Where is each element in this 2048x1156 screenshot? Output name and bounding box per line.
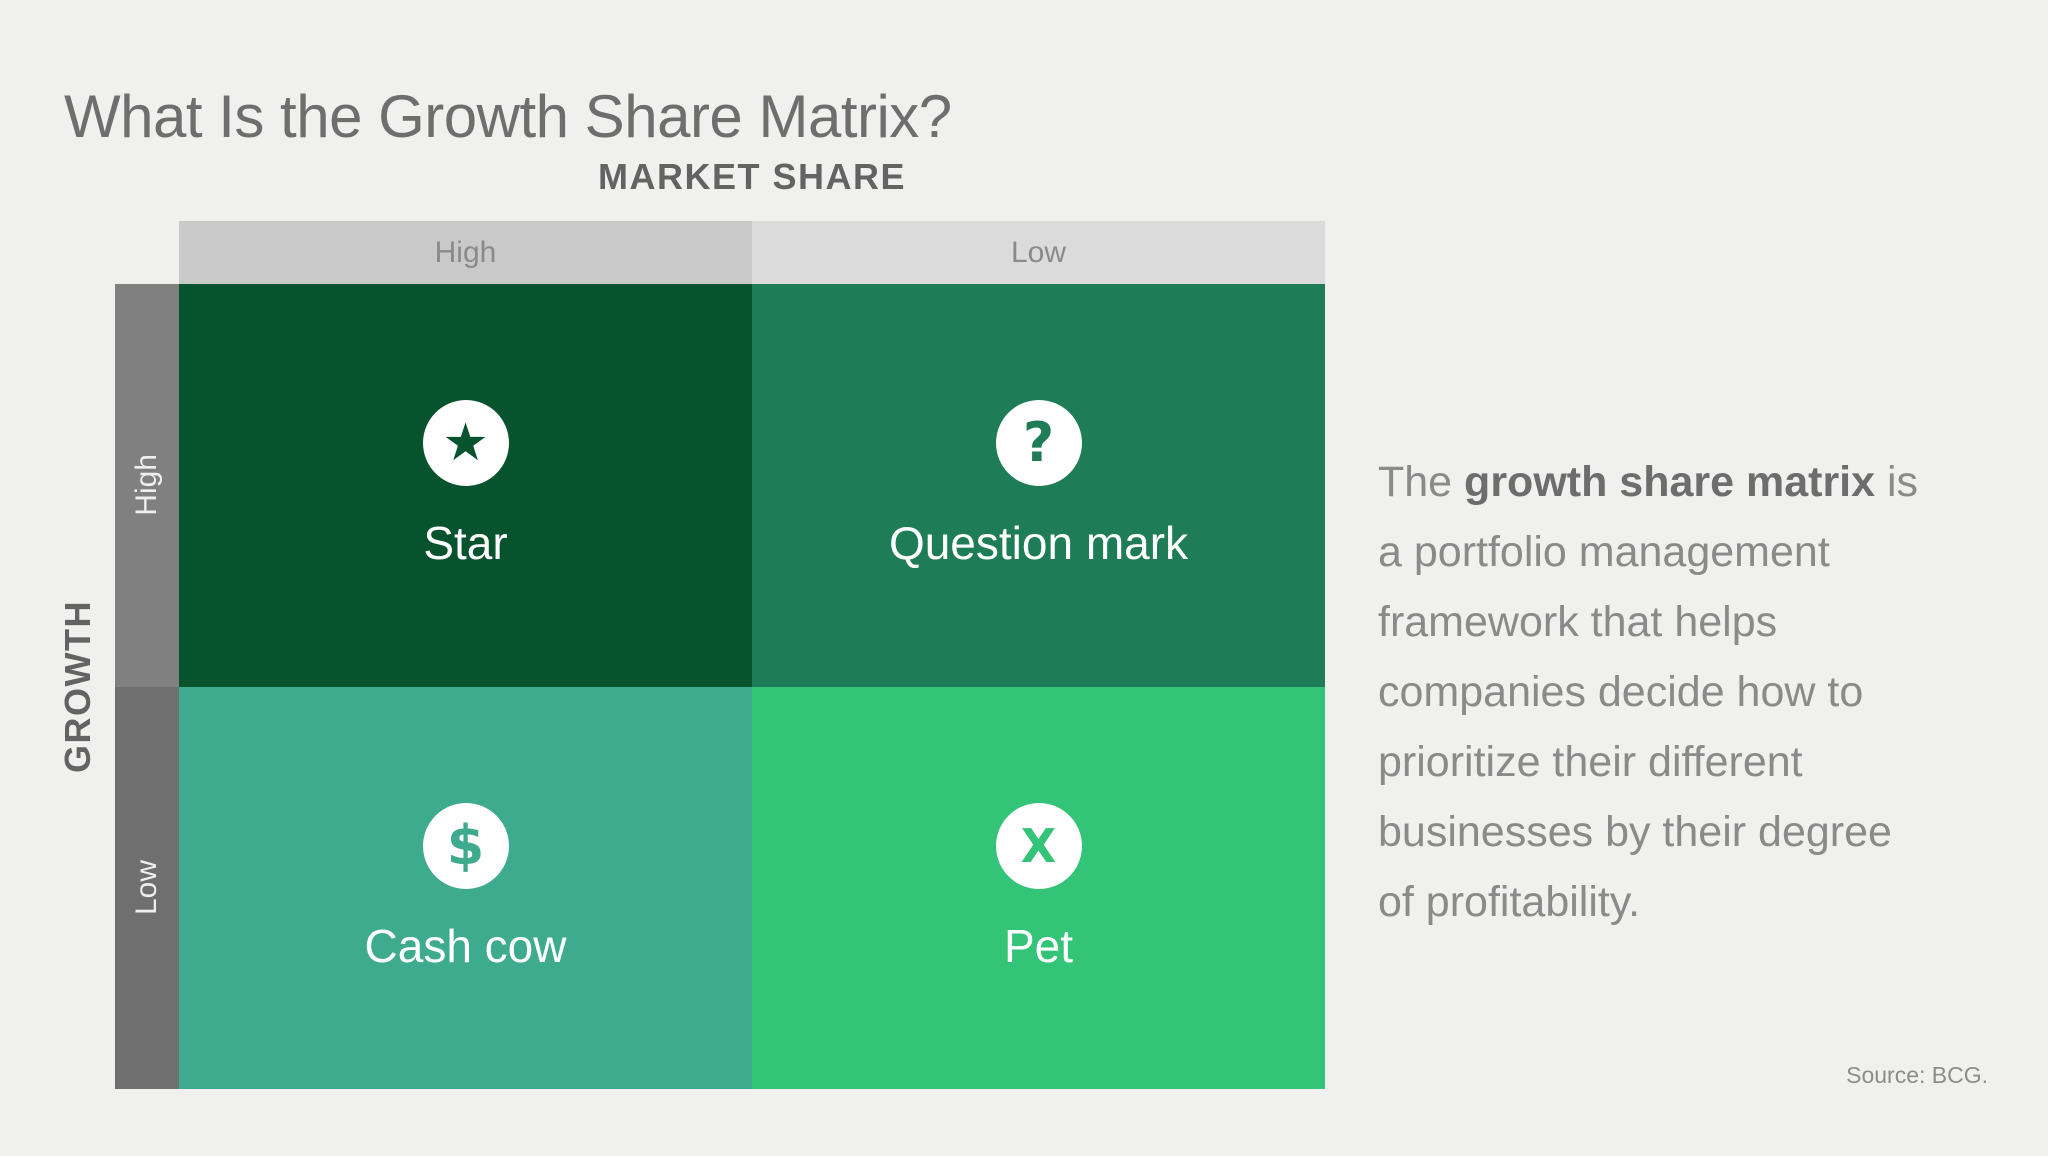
row-headers: High Low	[115, 284, 179, 1089]
source-note: Source: BCG.	[1846, 1062, 1988, 1088]
quadrant-label-star: Star	[423, 517, 508, 570]
y-axis-label-growth-box: GROWTH	[40, 284, 116, 1089]
y-axis-label-growth: GROWTH	[57, 600, 98, 773]
quadrant-cash-cow: $ Cash cow	[179, 686, 752, 1089]
x-icon: X	[995, 802, 1082, 889]
row-header-low-label: Low	[130, 860, 163, 916]
row-header-high-label: High	[130, 454, 163, 517]
column-headers: High Low	[179, 221, 1325, 284]
star-icon: ★	[422, 400, 509, 487]
description-lead: The	[1378, 458, 1465, 506]
quadrant-question-mark: ? Question mark	[752, 284, 1325, 687]
column-header-low: Low	[752, 221, 1325, 284]
question-mark-glyph: ?	[1022, 411, 1055, 475]
page-title: What Is the Growth Share Matrix?	[64, 83, 952, 151]
description-bold: growth share matrix	[1464, 458, 1876, 506]
quadrant-star: ★ Star	[179, 284, 752, 687]
matrix-quadrants: ★ Star ? Question mark $ Cash cow X Pet	[179, 284, 1325, 1089]
quadrant-label-question-mark: Question mark	[888, 517, 1189, 570]
quadrant-label-pet: Pet	[1003, 919, 1074, 972]
dollar-glyph: $	[446, 813, 485, 877]
star-glyph: ★	[442, 413, 489, 474]
description-rest: is a portfolio management framework that…	[1378, 458, 1919, 926]
row-header-high: High	[115, 284, 179, 687]
column-header-high: High	[179, 221, 752, 284]
x-axis-label-market-share: MARKET SHARE	[597, 156, 906, 197]
row-header-low: Low	[115, 686, 179, 1089]
question-mark-icon: ?	[995, 400, 1082, 487]
quadrant-label-cash-cow: Cash cow	[364, 919, 567, 972]
x-glyph: X	[1020, 818, 1057, 873]
description-paragraph: The growth share matrix is a portfolio m…	[1378, 447, 1930, 937]
dollar-icon: $	[422, 802, 509, 889]
quadrant-pet: X Pet	[752, 686, 1325, 1089]
